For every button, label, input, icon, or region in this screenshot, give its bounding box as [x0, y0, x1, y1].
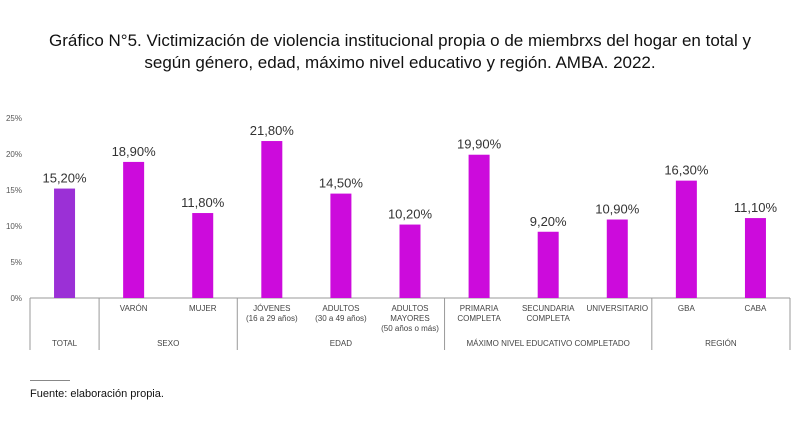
chart-title-line-1: Gráfico N°5. Victimización de violencia …: [49, 31, 751, 50]
data-label: 18,90%: [112, 144, 157, 159]
y-tick-label: 0%: [10, 294, 22, 303]
data-label: 19,90%: [457, 137, 502, 152]
x-tick-label: GBA: [678, 304, 696, 313]
x-tick-label: PRIMARIA: [460, 304, 499, 313]
y-tick-label: 5%: [10, 258, 22, 267]
x-tick-label: UNIVERSITARIO: [586, 304, 648, 313]
data-label: 9,20%: [530, 214, 567, 229]
x-tick-label: JÓVENES: [253, 304, 290, 313]
x-tick-label: VARÓN: [120, 304, 148, 313]
bar: [537, 231, 559, 298]
bar: [606, 219, 628, 298]
x-tick-label: MUJER: [189, 304, 217, 313]
bar: [54, 188, 76, 298]
data-label: 15,20%: [42, 171, 87, 186]
group-label: MÁXIMO NIVEL EDUCATIVO COMPLETADO: [466, 339, 629, 348]
chart-title-line-2: según género, edad, máximo nivel educati…: [144, 53, 656, 72]
group-label: TOTAL: [52, 339, 78, 348]
bar: [675, 180, 697, 298]
bar: [744, 218, 766, 298]
bar: [261, 141, 283, 298]
footnote-divider: [30, 380, 70, 381]
bar: [123, 161, 145, 298]
data-label: 10,90%: [595, 202, 640, 217]
x-tick-label: SECUNDARIA: [522, 304, 575, 313]
bar: [192, 213, 214, 298]
x-tick-label: CABA: [745, 304, 767, 313]
y-tick-label: 20%: [6, 150, 22, 159]
x-tick-label: COMPLETA: [457, 314, 501, 323]
data-label: 11,80%: [181, 195, 225, 210]
y-tick-label: 10%: [6, 222, 22, 231]
y-tick-label: 25%: [6, 114, 22, 123]
data-label: 21,80%: [250, 123, 295, 138]
x-tick-label: MAYORES: [390, 314, 429, 323]
group-label: SEXO: [157, 339, 179, 348]
x-tick-label: (30 a 49 años): [315, 314, 367, 323]
y-tick-label: 15%: [6, 186, 22, 195]
data-label: 10,20%: [388, 207, 433, 222]
bar: [330, 193, 352, 298]
group-label: EDAD: [330, 339, 352, 348]
x-tick-label: ADULTOS: [322, 304, 359, 313]
x-tick-label: ADULTOS: [391, 304, 428, 313]
x-tick-label: (50 años o más): [381, 324, 439, 333]
x-tick-label: (16 a 29 años): [246, 314, 298, 323]
data-label: 14,50%: [319, 176, 364, 191]
data-label: 16,30%: [664, 163, 709, 178]
bar: [399, 224, 421, 298]
source-note: Fuente: elaboración propia.: [30, 388, 164, 400]
bar-chart: 0% 5% 10% 15% 20% 25% 15,20% 18,90% VARÓN 11,80% M…: [6, 114, 791, 350]
data-label: 11,10%: [734, 200, 778, 215]
x-tick-label: COMPLETA: [526, 314, 570, 323]
group-label: REGIÓN: [705, 339, 737, 348]
bar: [468, 154, 490, 298]
chart-title: Gráfico N°5. Victimización de violencia …: [0, 30, 800, 74]
